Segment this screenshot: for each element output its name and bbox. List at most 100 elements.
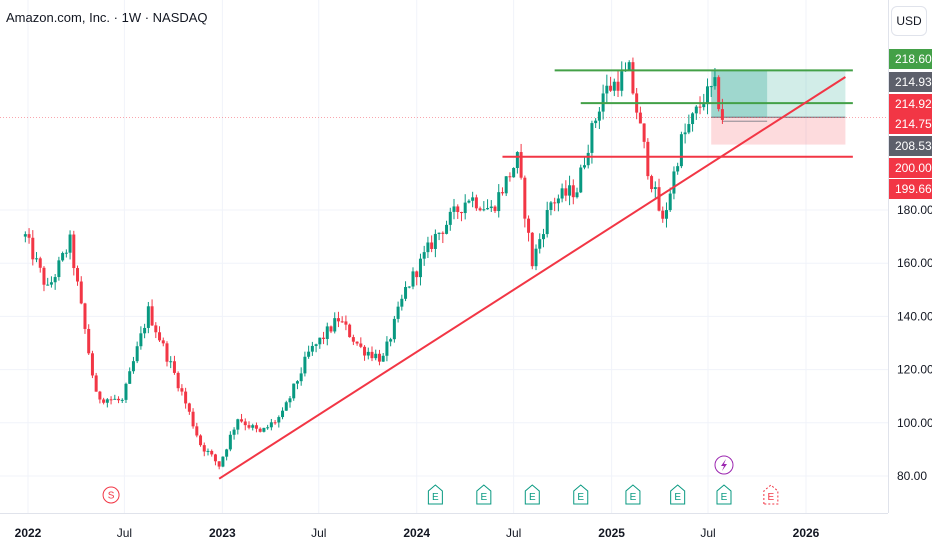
candle-body bbox=[117, 398, 121, 401]
candle-body bbox=[158, 332, 162, 341]
x-tick-label: 2026 bbox=[793, 526, 820, 540]
candle-body bbox=[534, 248, 538, 267]
symbol-title[interactable]: Amazon.com, Inc. · 1W · NASDAQ bbox=[6, 10, 208, 25]
candle-body bbox=[113, 398, 117, 400]
candle-body bbox=[370, 351, 374, 359]
price-tag-label: 199.66 bbox=[895, 182, 932, 196]
candle-body bbox=[225, 449, 229, 457]
candle-body bbox=[105, 399, 109, 403]
candle-body bbox=[46, 284, 50, 286]
candle-body bbox=[400, 298, 404, 307]
earnings-marker-label: E bbox=[529, 492, 536, 503]
earnings-marker-icon[interactable] bbox=[427, 484, 443, 505]
candle-body bbox=[359, 343, 363, 347]
price-tag bbox=[889, 136, 932, 156]
candle-body bbox=[307, 351, 311, 357]
candle-body bbox=[541, 234, 545, 240]
earnings-marker-icon[interactable] bbox=[524, 484, 540, 505]
candle-body bbox=[467, 200, 471, 203]
candle-body bbox=[687, 124, 691, 133]
candle-body bbox=[351, 337, 355, 342]
candle-body bbox=[627, 62, 631, 70]
candle-body bbox=[57, 260, 61, 278]
candle-body bbox=[631, 62, 635, 94]
earnings-marker-label: E bbox=[480, 492, 487, 503]
earnings-marker-icon[interactable] bbox=[625, 484, 641, 505]
candle-body bbox=[705, 86, 709, 105]
candle-body bbox=[27, 234, 31, 238]
time-axis[interactable]: 2022 Jul 2023 Jul 2024 Jul 2025 Jul 2026 bbox=[0, 513, 888, 550]
candle-body bbox=[109, 399, 113, 401]
candle-body bbox=[68, 234, 72, 253]
candle-body bbox=[702, 104, 706, 108]
earnings-marker-icon[interactable] bbox=[476, 484, 492, 505]
candle-body bbox=[545, 209, 549, 235]
candle-body bbox=[650, 176, 654, 190]
candle-body bbox=[482, 209, 486, 211]
trendline[interactable] bbox=[218, 76, 846, 480]
profit-zone-filled bbox=[711, 70, 768, 118]
profit-zone[interactable] bbox=[711, 70, 846, 118]
earnings-marker-icon[interactable] bbox=[763, 484, 779, 505]
price-tag bbox=[889, 72, 932, 92]
candle-body bbox=[486, 208, 490, 210]
candle-body bbox=[694, 106, 698, 114]
candle-body bbox=[199, 435, 203, 446]
candle-body bbox=[236, 419, 240, 430]
candle-body bbox=[299, 373, 303, 382]
candle-body bbox=[266, 427, 270, 429]
candle-body bbox=[254, 425, 258, 429]
candle-body bbox=[679, 134, 683, 167]
candle-body bbox=[709, 86, 713, 88]
earnings-marker-label: E bbox=[721, 492, 728, 503]
candle-body bbox=[273, 422, 277, 424]
candle-body bbox=[38, 258, 42, 268]
candle-body bbox=[143, 327, 147, 334]
candle-body bbox=[258, 428, 262, 432]
candle-body bbox=[664, 210, 668, 219]
candle-body bbox=[448, 211, 452, 225]
candle-body bbox=[519, 152, 523, 178]
earnings-marker-icon[interactable] bbox=[670, 484, 686, 505]
candle-body bbox=[53, 277, 57, 283]
stop-zone[interactable] bbox=[711, 117, 846, 145]
time-axis-labels: 2022 Jul 2023 Jul 2024 Jul 2025 Jul 2026 bbox=[15, 526, 820, 540]
candle-body bbox=[366, 351, 370, 356]
candle-body bbox=[586, 152, 590, 166]
candle-body bbox=[102, 399, 106, 403]
candle-body bbox=[277, 417, 281, 423]
split-marker-icon[interactable] bbox=[102, 486, 120, 504]
earnings-marker-icon[interactable] bbox=[716, 484, 732, 505]
candle-body bbox=[538, 239, 542, 249]
candle-body bbox=[560, 188, 564, 199]
candle-body bbox=[407, 286, 411, 288]
x-tick-label: Jul bbox=[311, 526, 326, 540]
price-tag bbox=[889, 179, 932, 199]
candle-body bbox=[426, 242, 430, 253]
candle-body bbox=[478, 208, 482, 211]
candle-body bbox=[292, 383, 296, 399]
candle-body bbox=[172, 361, 176, 373]
earnings-marker-icon[interactable] bbox=[573, 484, 589, 505]
candle-body bbox=[180, 388, 184, 392]
candle-body bbox=[169, 361, 173, 363]
candle-body bbox=[418, 258, 422, 278]
currency-button[interactable]: USD bbox=[891, 6, 927, 36]
earnings-marker-label: E bbox=[674, 492, 681, 503]
earnings-marker-label: E bbox=[630, 492, 637, 503]
candle-body bbox=[668, 193, 672, 211]
candle-body bbox=[79, 281, 83, 304]
candle-body bbox=[571, 185, 575, 198]
price-axis[interactable]: 80.00 100.00 120.00 140.00 160.00 180.00 218.6… bbox=[888, 0, 932, 513]
candle-body bbox=[527, 218, 531, 233]
x-tick-label: 2024 bbox=[403, 526, 430, 540]
candle-body bbox=[404, 286, 408, 299]
x-tick-label: Jul bbox=[700, 526, 715, 540]
candle-body bbox=[161, 340, 165, 344]
y-tick-label: 120.00 bbox=[897, 363, 932, 377]
candle-body bbox=[131, 361, 135, 372]
candle-body bbox=[452, 206, 456, 212]
candle-body bbox=[575, 192, 579, 198]
